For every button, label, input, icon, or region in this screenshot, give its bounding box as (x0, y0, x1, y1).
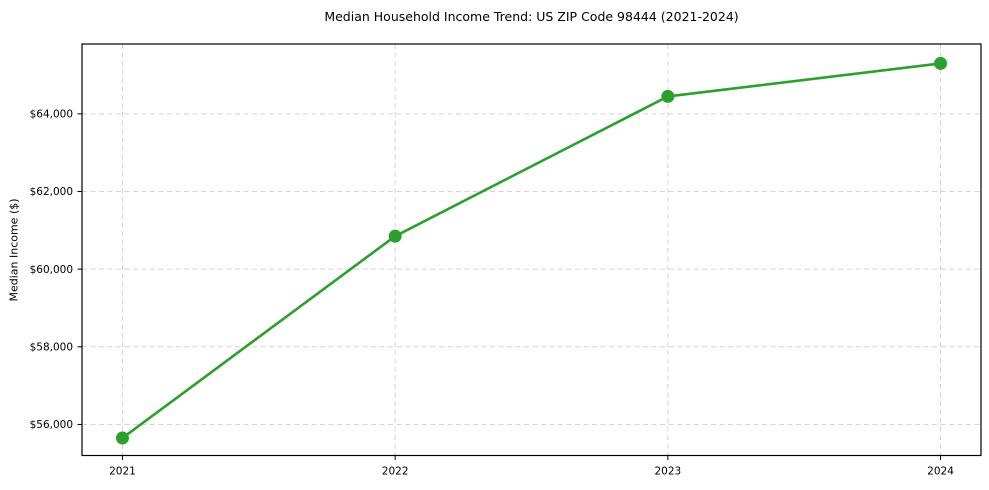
x-tick-label: 2024 (927, 466, 954, 478)
y-tick-label: $64,000 (30, 109, 73, 121)
y-tick-label: $60,000 (30, 264, 73, 276)
data-point-marker (661, 89, 675, 103)
data-point-marker (388, 229, 402, 243)
data-point-marker (115, 431, 129, 445)
x-tick-label: 2023 (654, 466, 681, 478)
x-tick-label: 2022 (382, 466, 409, 478)
plot-spines (81, 43, 982, 457)
y-tick-label: $62,000 (30, 186, 73, 198)
x-tick-label: 2021 (109, 466, 136, 478)
chart-title: Median Household Income Trend: US ZIP Co… (324, 9, 739, 24)
y-tick-label: $58,000 (30, 342, 73, 354)
y-tick-label: $56,000 (30, 419, 73, 431)
series-line (121, 62, 942, 440)
data-point-marker (934, 56, 948, 70)
